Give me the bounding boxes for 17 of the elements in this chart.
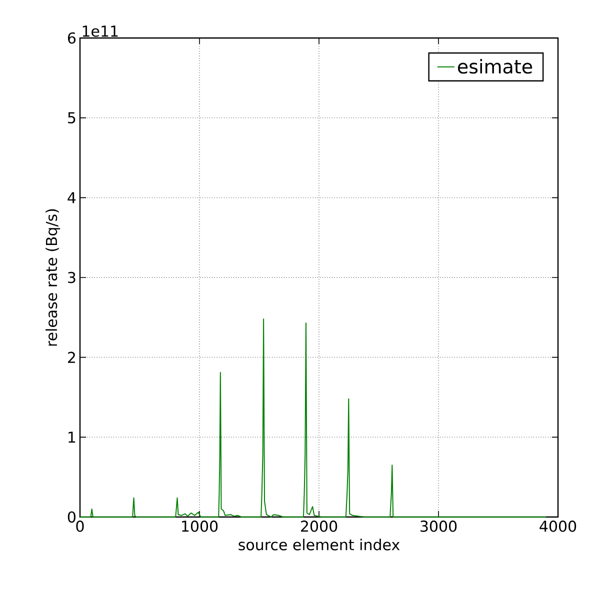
text: 1e11: [82, 26, 118, 37]
y-tick-label: 0: [68, 511, 76, 523]
x-tick-label: 4000: [540, 520, 576, 532]
y-tick-label: 1: [68, 432, 76, 443]
x-tick-label: 1000: [182, 520, 218, 532]
legend-label: esimate: [458, 58, 532, 74]
x-tick-label: 0: [76, 520, 84, 532]
x-axis-title: source element index: [238, 538, 400, 550]
y-tick-label: 6: [68, 32, 76, 44]
y-tick-label: 2: [68, 352, 75, 363]
y-tick-label: 3: [68, 272, 76, 284]
x-tick-label: 2000: [301, 520, 338, 532]
x-tick-label: 3000: [420, 520, 457, 532]
y-axis-title: release rate (Bq/s): [46, 209, 60, 346]
y-tick-label: 5: [68, 112, 76, 124]
line-series: [80, 318, 547, 518]
y-tick-label: 4: [68, 192, 76, 204]
